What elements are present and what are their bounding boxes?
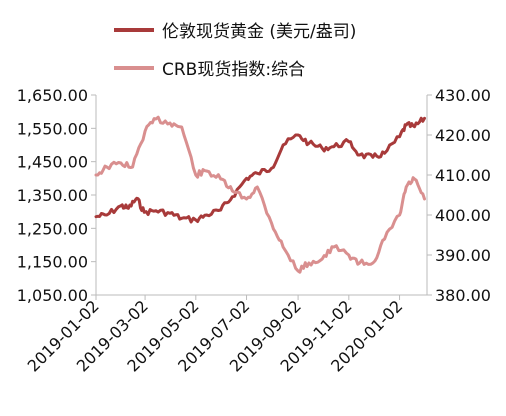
x-axis-ticks: 2019-01-022019-03-022019-05-022019-07-02… (24, 295, 406, 376)
series-line-gold (94, 116, 426, 224)
right-axis-ticks: 380.00 390.00 400.00 410.00 420.00 430.00 (427, 86, 491, 305)
left-tick-label: 1,450.00 (17, 153, 88, 172)
left-tick-label: 1,050.00 (17, 286, 88, 305)
right-tick-label: 390.00 (435, 246, 491, 265)
left-tick-label: 1,350.00 (17, 186, 88, 205)
legend-label-crb: CRB现货指数:综合 (162, 60, 305, 80)
legend: 伦敦现货黄金 (美元/盎司) CRB现货指数:综合 (114, 22, 356, 80)
left-tick-label: 1,150.00 (17, 253, 88, 272)
left-tick-label: 1,250.00 (17, 219, 88, 238)
left-tick-label: 1,550.00 (17, 119, 88, 138)
legend-item-crb: CRB现货指数:综合 (114, 60, 305, 80)
series-line-crb (94, 115, 426, 274)
left-tick-label: 1,650.00 (17, 86, 88, 105)
legend-label-gold: 伦敦现货黄金 (美元/盎司) (162, 22, 356, 42)
right-tick-label: 430.00 (435, 86, 491, 105)
series-layer (94, 115, 426, 274)
right-tick-label: 380.00 (435, 286, 491, 305)
legend-item-gold: 伦敦现货黄金 (美元/盎司) (114, 22, 356, 42)
right-tick-label: 410.00 (435, 166, 491, 185)
left-axis-ticks: 1,050.00 1,150.00 1,250.00 1,350.00 1,450.00… (17, 86, 96, 305)
right-tick-label: 420.00 (435, 126, 491, 145)
right-tick-label: 400.00 (435, 206, 491, 225)
